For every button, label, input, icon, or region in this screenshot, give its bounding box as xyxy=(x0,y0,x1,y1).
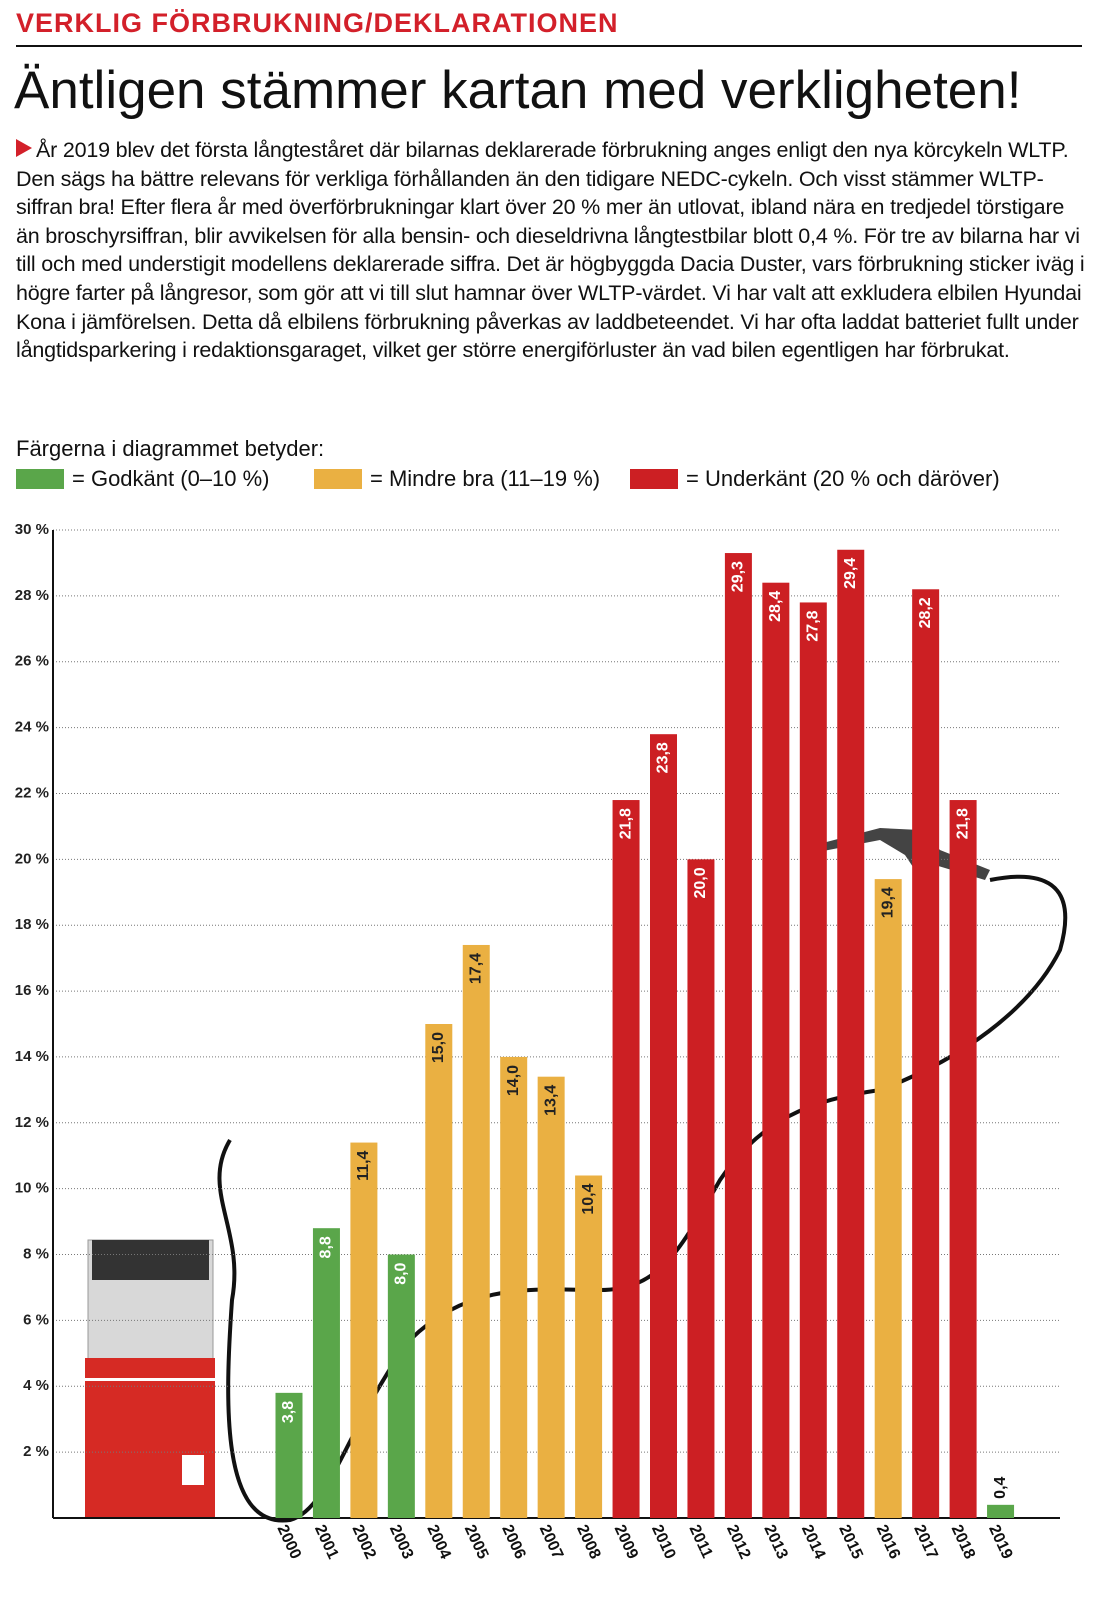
bar xyxy=(312,1228,340,1518)
value-label: 20,0 xyxy=(692,867,709,898)
value-label: 28,4 xyxy=(767,591,784,622)
y-tick-label: 14 % xyxy=(15,1048,49,1065)
value-label: 10,4 xyxy=(580,1183,597,1214)
x-tick-label: 2006 xyxy=(498,1522,529,1562)
x-tick-label: 2018 xyxy=(948,1522,979,1562)
x-tick-label: 2007 xyxy=(536,1522,567,1562)
x-tick-label: 2003 xyxy=(386,1522,417,1562)
y-tick-label: 20 % xyxy=(15,850,49,867)
x-tick-label: 2012 xyxy=(723,1522,754,1562)
legend-item: = Underkänt (20 % och däröver) xyxy=(630,466,1000,492)
bar xyxy=(912,589,940,1518)
bar xyxy=(612,800,640,1518)
y-tick-label: 8 % xyxy=(23,1246,49,1263)
bar xyxy=(687,859,715,1518)
x-tick-label: 2004 xyxy=(423,1522,454,1562)
y-tick-label: 26 % xyxy=(15,653,49,670)
x-tick-label: 2000 xyxy=(274,1522,305,1562)
bar xyxy=(837,549,865,1518)
bar xyxy=(350,1142,378,1518)
x-tick-label: 2001 xyxy=(311,1522,342,1562)
y-tick-label: 10 % xyxy=(15,1180,49,1197)
value-label: 3,8 xyxy=(280,1401,297,1423)
value-label: 14,0 xyxy=(505,1065,522,1096)
y-tick-label: 12 % xyxy=(15,1114,49,1131)
legend-item: = Mindre bra (11–19 %) xyxy=(314,466,600,492)
x-tick-label: 2019 xyxy=(985,1522,1016,1562)
value-label: 19,4 xyxy=(879,887,896,918)
legend-item: = Godkänt (0–10 %) xyxy=(16,466,270,492)
value-label: 15,0 xyxy=(430,1032,447,1063)
body-text: År 2019 blev det första långteståret där… xyxy=(16,136,1086,365)
y-tick-label: 28 % xyxy=(15,587,49,604)
value-label: 8,0 xyxy=(393,1262,410,1284)
bar xyxy=(425,1024,453,1518)
bar xyxy=(724,553,752,1518)
y-tick-label: 16 % xyxy=(15,982,49,999)
bar xyxy=(537,1076,565,1518)
x-tick-label: 2017 xyxy=(910,1522,941,1562)
rule xyxy=(16,45,1082,47)
bar xyxy=(387,1254,415,1518)
bar xyxy=(987,1504,1015,1518)
value-label: 29,3 xyxy=(730,561,747,592)
x-tick-label: 2014 xyxy=(798,1522,829,1562)
legend-label: = Mindre bra (11–19 %) xyxy=(370,466,601,491)
bar xyxy=(462,944,490,1518)
y-tick-label: 24 % xyxy=(15,719,49,736)
bar xyxy=(874,879,902,1518)
legend-label: = Underkänt (20 % och däröver) xyxy=(686,466,1000,491)
bar xyxy=(799,602,827,1518)
legend-swatch xyxy=(16,469,64,489)
bar xyxy=(575,1175,603,1518)
legend-label: = Godkänt (0–10 %) xyxy=(72,466,270,491)
value-label: 0,4 xyxy=(992,1476,1009,1498)
x-tick-label: 2002 xyxy=(348,1522,379,1562)
y-tick-label: 4 % xyxy=(23,1377,49,1394)
value-label: 29,4 xyxy=(842,558,859,589)
title: Äntligen stämmer kartan med verkligheten… xyxy=(14,61,1022,120)
y-tick-label: 22 % xyxy=(15,784,49,801)
pump xyxy=(85,1239,215,1518)
legend-title: Färgerna i diagrammet betyder: xyxy=(16,436,325,461)
value-label: 21,8 xyxy=(617,808,634,839)
bar xyxy=(762,582,790,1518)
y-tick-label: 30 % xyxy=(15,521,49,538)
x-tick-label: 2005 xyxy=(461,1522,492,1562)
x-tick-label: 2015 xyxy=(835,1522,866,1562)
x-tick-label: 2016 xyxy=(873,1522,904,1562)
x-tick-label: 2011 xyxy=(685,1522,715,1561)
x-tick-label: 2013 xyxy=(760,1522,791,1562)
y-tick-label: 2 % xyxy=(23,1443,49,1460)
legend-swatch xyxy=(630,469,678,489)
bar xyxy=(500,1056,528,1518)
y-tick-label: 6 % xyxy=(23,1311,49,1328)
x-tick-label: 2010 xyxy=(648,1522,679,1562)
value-label: 27,8 xyxy=(805,610,822,641)
legend-swatch xyxy=(314,469,362,489)
x-tick-label: 2008 xyxy=(573,1522,604,1562)
value-label: 13,4 xyxy=(542,1085,559,1116)
bar xyxy=(949,800,977,1518)
x-tick-label: 2009 xyxy=(611,1522,642,1562)
value-label: 8,8 xyxy=(318,1236,335,1258)
bar xyxy=(650,734,677,1518)
value-label: 23,8 xyxy=(655,742,672,773)
bar xyxy=(275,1392,303,1518)
value-label: 28,2 xyxy=(917,597,934,628)
value-label: 11,4 xyxy=(355,1150,372,1180)
y-tick-label: 18 % xyxy=(15,916,49,933)
value-label: 21,8 xyxy=(954,808,971,839)
value-label: 17,4 xyxy=(467,953,484,984)
kicker: VERKLIG FÖRBRUKNING/DEKLARATIONEN xyxy=(16,8,619,38)
